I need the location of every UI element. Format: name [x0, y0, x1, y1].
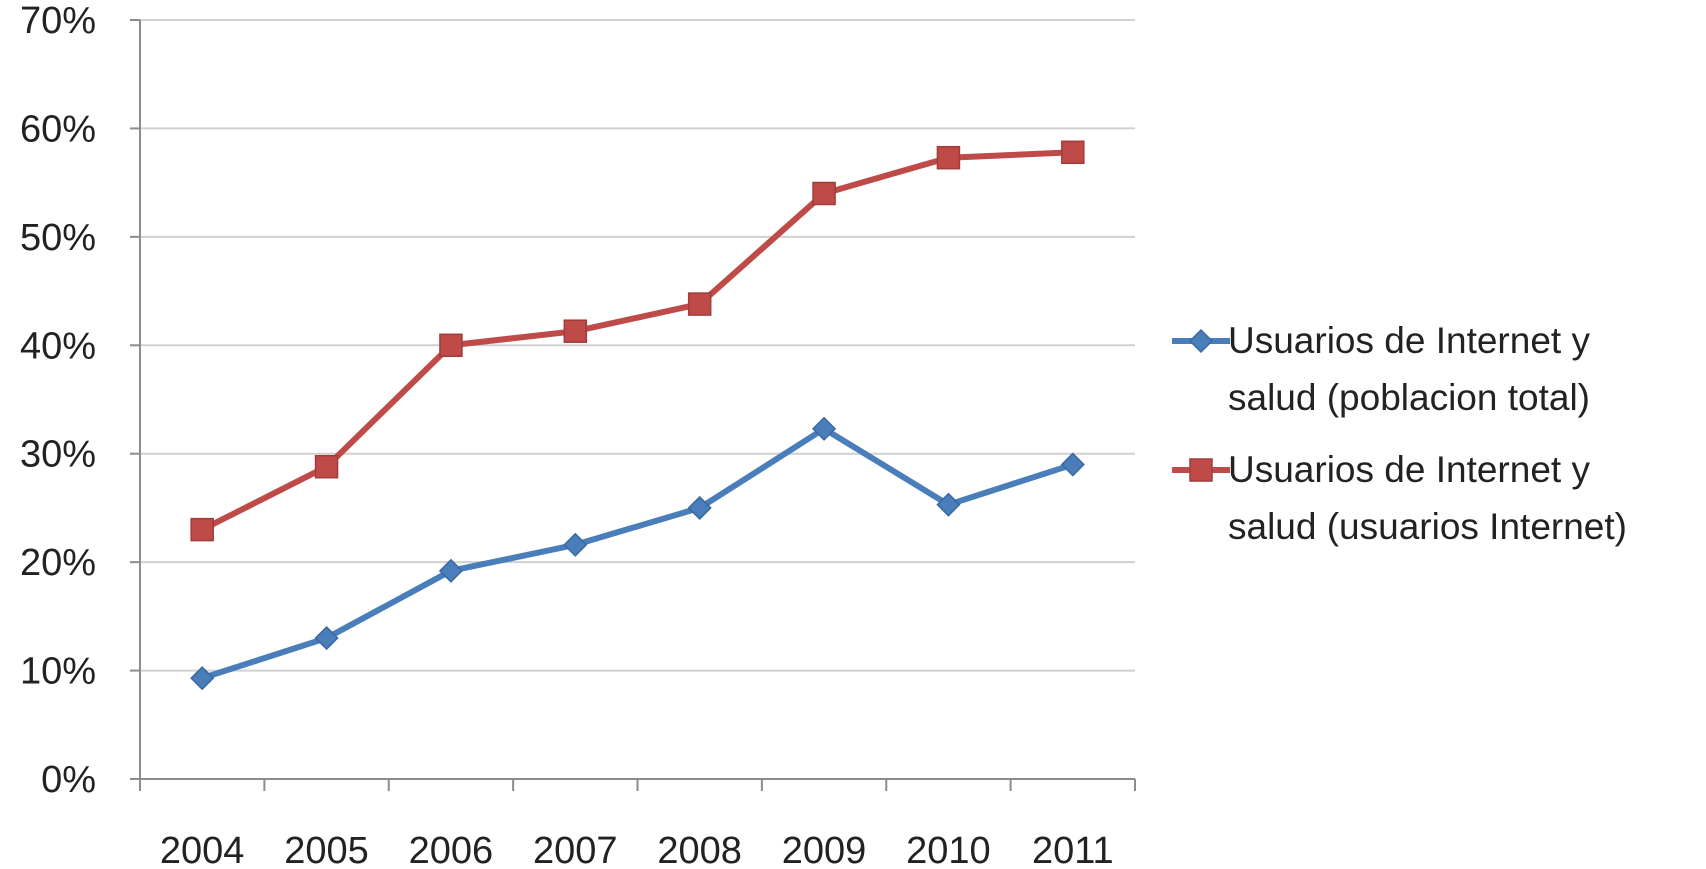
x-tick-label: 2010 — [906, 830, 991, 869]
y-tick-label: 30% — [20, 434, 96, 476]
axes — [130, 19, 1136, 791]
series-2 — [190, 140, 1085, 542]
y-tick-label: 10% — [20, 651, 96, 693]
series-1-point-2007 — [563, 532, 588, 557]
series-2-point-2008 — [687, 292, 712, 316]
x-tick-label: 2008 — [657, 830, 742, 869]
legend-entry-1: Usuarios de Internet y salud (poblacion t… — [1172, 320, 1590, 418]
series-1-point-2008 — [687, 495, 712, 520]
x-tick-label: 2005 — [284, 830, 369, 869]
series-1-point-2006 — [438, 558, 463, 583]
series-1-line — [199, 425, 1076, 682]
x-tick-label: 2004 — [160, 830, 245, 869]
series-1-point-2004 — [190, 666, 215, 691]
series-2-point-2006 — [439, 333, 463, 358]
legend-swatch-marker — [1189, 458, 1213, 482]
y-tick-label: 50% — [20, 217, 96, 259]
series-1-point-2005 — [314, 625, 339, 651]
series-2-point-2005 — [314, 454, 339, 479]
series-1-point-2010 — [936, 492, 961, 517]
x-tick-label: 2011 — [1032, 830, 1114, 869]
y-tick-label: 70% — [20, 0, 96, 42]
series-2-point-2004 — [190, 517, 214, 542]
series-2-point-2010 — [936, 145, 961, 170]
series-2-line — [199, 149, 1076, 533]
series-2-point-2009 — [812, 181, 836, 206]
y-tick-label: 0% — [41, 759, 96, 801]
x-tick-label: 2007 — [533, 830, 618, 869]
series-1 — [190, 416, 1085, 691]
x-tick-label: 2006 — [409, 830, 494, 869]
series-1-point-2011 — [1060, 452, 1085, 477]
series-group — [190, 140, 1085, 691]
legend-entry-2: Usuarios de Internet y salud (usuarios In… — [1172, 449, 1627, 547]
series-1-point-2009 — [812, 416, 837, 441]
y-tick-label: 20% — [20, 542, 96, 584]
legend: Usuarios de Internet y salud (poblacion t… — [1172, 320, 1627, 547]
gridlines — [140, 19, 1135, 672]
legend-label-line: Usuarios de Internet y — [1228, 320, 1590, 361]
y-tick-label: 60% — [20, 108, 96, 150]
legend-label-line: Usuarios de Internet y — [1228, 449, 1590, 490]
legend-label-line: salud (usuarios Internet) — [1228, 506, 1627, 547]
x-tick-label: 2009 — [782, 830, 867, 869]
y-tick-label: 40% — [20, 325, 96, 367]
series-2-point-2007 — [563, 319, 588, 343]
legend-label-line: salud (poblacion total) — [1228, 377, 1590, 418]
legend-swatch-marker — [1188, 328, 1214, 354]
x-tick-labels: 2004 2005 2006 2007 2008 2009 2010 2011 — [160, 830, 1114, 869]
series-2-point-2011 — [1061, 140, 1085, 165]
y-tick-labels: 0% 10% 20% 30% 40% 50% 60% 70% — [20, 0, 96, 801]
